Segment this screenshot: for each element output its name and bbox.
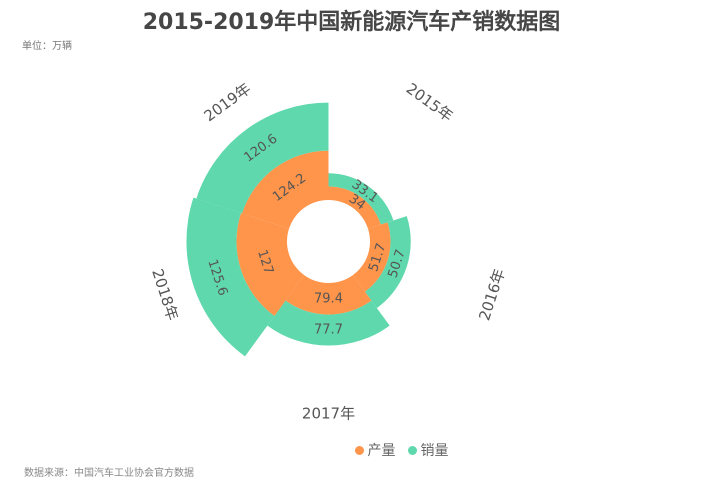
legend-item-sales[interactable]: 销量 bbox=[407, 440, 449, 460]
bar-production-2019年[interactable] bbox=[242, 150, 329, 229]
bar-sales-2018年[interactable] bbox=[186, 197, 275, 357]
bar-sales-2015年[interactable] bbox=[328, 173, 394, 225]
bar-production-2016年[interactable] bbox=[352, 222, 391, 292]
bar-production-2018年[interactable] bbox=[236, 213, 305, 316]
legend-item-production[interactable]: 产量 bbox=[354, 440, 396, 460]
bar-sales-2017年[interactable] bbox=[267, 300, 390, 346]
angle-axis-label: 2018年 bbox=[148, 267, 182, 323]
bar-sales-2016年[interactable] bbox=[364, 216, 411, 309]
data-source: 数据来源：中国汽车工业协会官方数据 bbox=[24, 468, 194, 479]
bar-production-2017年[interactable] bbox=[285, 275, 372, 315]
legend-dot-sales bbox=[407, 445, 417, 455]
bar-sales-2019年[interactable] bbox=[196, 102, 329, 214]
data-label: 79.4 bbox=[314, 291, 343, 306]
angle-axis-label: 2019年 bbox=[201, 79, 255, 125]
angle-axis-label: 2016年 bbox=[475, 267, 509, 323]
angle-axis-label: 2017年 bbox=[302, 405, 355, 423]
legend-dot-production bbox=[354, 445, 364, 455]
angle-axis-label: 2015年 bbox=[403, 79, 457, 125]
chart-subtitle: 单位：万辆 bbox=[22, 41, 72, 52]
bar-production-2015年[interactable] bbox=[328, 186, 381, 229]
data-label: 77.7 bbox=[314, 323, 343, 338]
legend: 产量 销量 bbox=[0, 440, 703, 460]
legend-label: 产量 bbox=[367, 443, 396, 459]
chart-title: 2015-2019年中国新能源汽车产销数据图 bbox=[142, 10, 561, 35]
legend-label: 销量 bbox=[420, 443, 449, 459]
data-label: 127 bbox=[254, 248, 276, 276]
